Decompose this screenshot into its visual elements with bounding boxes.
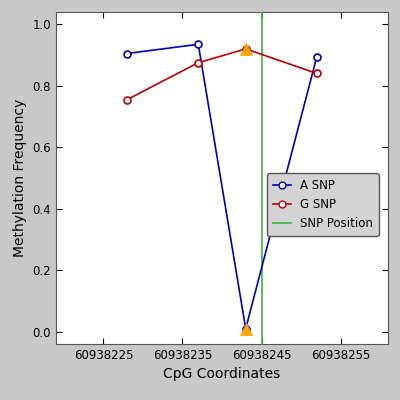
Y-axis label: Methylation Frequency: Methylation Frequency	[13, 99, 27, 257]
Legend: A SNP, G SNP, SNP Position: A SNP, G SNP, SNP Position	[267, 173, 379, 236]
X-axis label: CpG Coordinates: CpG Coordinates	[163, 368, 281, 382]
